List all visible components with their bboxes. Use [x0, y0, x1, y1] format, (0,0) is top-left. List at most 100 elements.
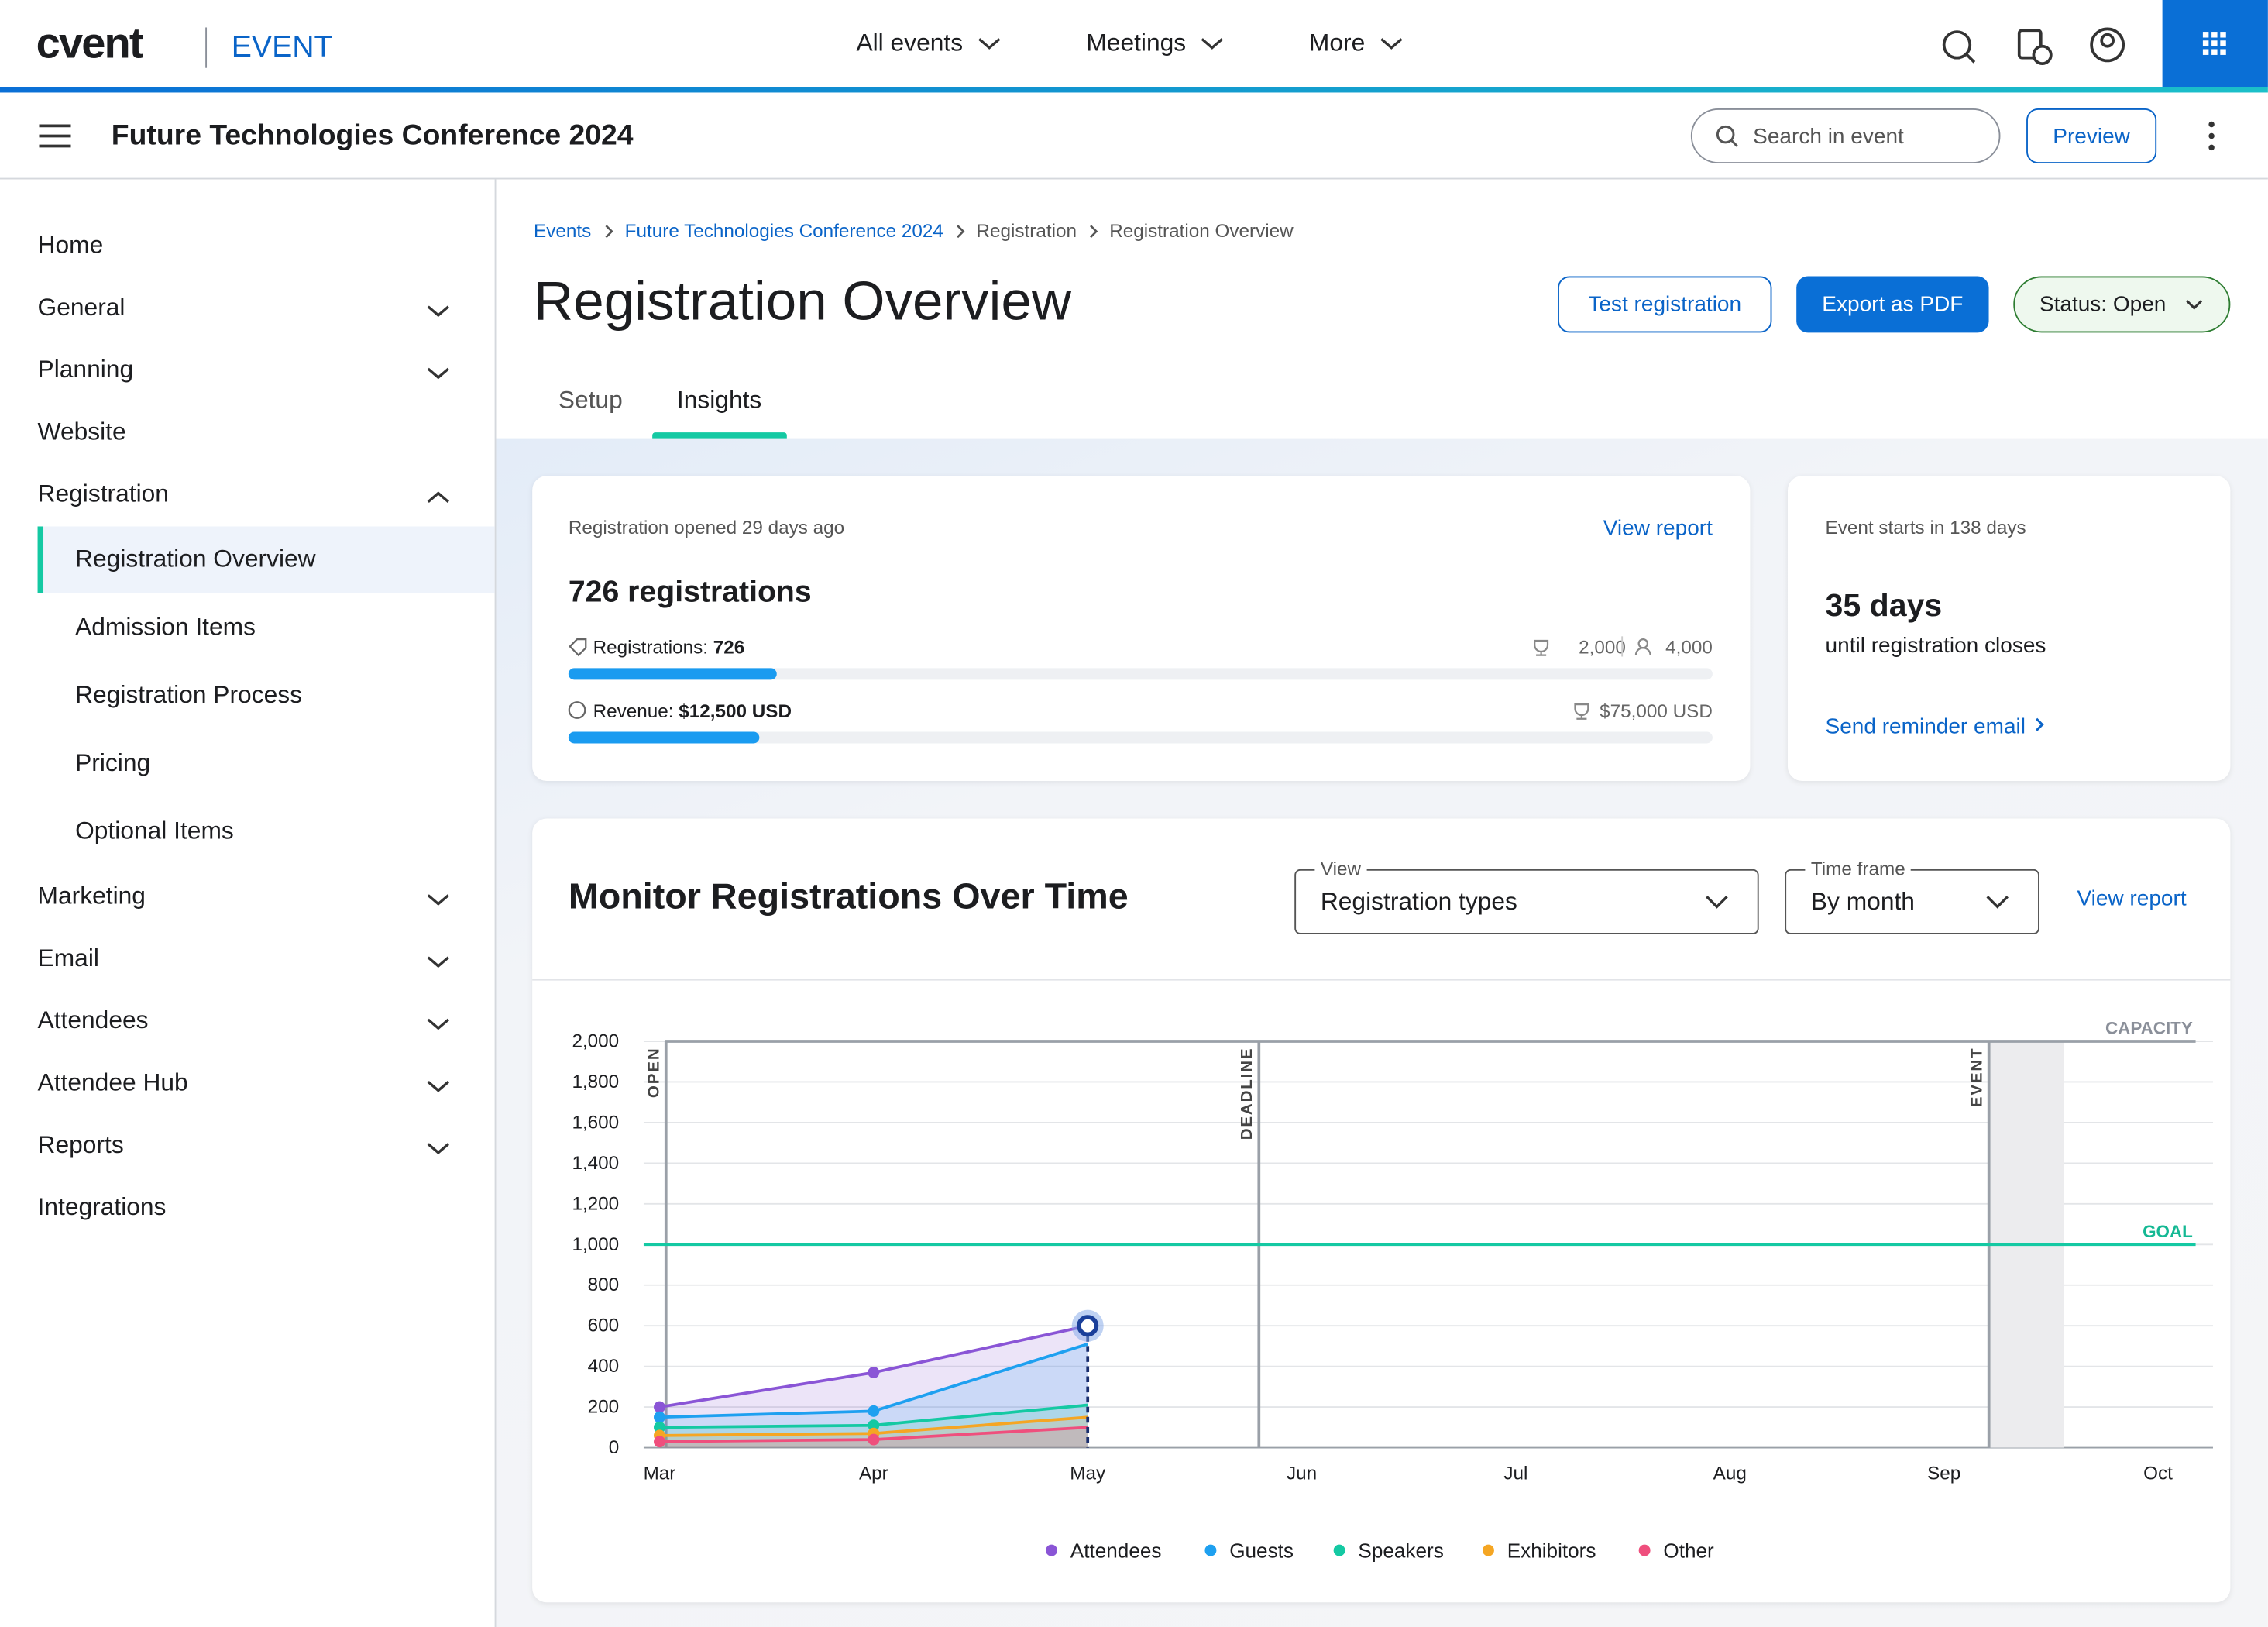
subheader-border [0, 177, 2268, 180]
days-left: 35 days [1825, 586, 1943, 624]
x-tick-label: Mar [644, 1464, 676, 1484]
status-dropdown[interactable]: Status: Open [2013, 276, 2231, 333]
x-tick-label: Oct [2143, 1464, 2173, 1484]
page-title: Registration Overview [534, 271, 1072, 333]
nav-item[interactable]: More [1308, 29, 1366, 57]
x-tick-label: Jun [1287, 1464, 1317, 1484]
nav-item[interactable]: All events [856, 29, 964, 57]
tab[interactable]: Setup [558, 386, 623, 414]
chart-title: Monitor Registrations Over Time [568, 876, 1129, 917]
summary-card [532, 476, 1751, 782]
sidebar-item[interactable]: Pricing [75, 748, 151, 777]
timeframe-select[interactable]: By month [1785, 869, 2039, 934]
view-report-link[interactable]: View report [1603, 516, 1713, 542]
logo[interactable]: cvent [36, 20, 144, 68]
capacity-value: 2,000 [1579, 636, 1626, 659]
y-tick-label: 0 [609, 1437, 620, 1458]
active-indicator [37, 526, 44, 593]
sidebar-item[interactable]: Home [37, 231, 104, 260]
label: Revenue: [593, 700, 674, 722]
y-tick-label: 2,000 [572, 1030, 619, 1051]
sidebar-item[interactable]: Registration Process [75, 681, 302, 709]
data-point [868, 1367, 880, 1378]
event-title: Future Technologies Conference 2024 [111, 119, 634, 153]
nav-item[interactable]: Meetings [1086, 29, 1187, 57]
legend-swatch [1333, 1544, 1345, 1556]
calendar-icon[interactable] [2017, 29, 2043, 60]
series-area [659, 1427, 1088, 1448]
sidebar-item[interactable]: Optional Items [75, 817, 234, 845]
progress-track [568, 731, 1713, 744]
revenue-value: $12,500 USD [679, 700, 792, 722]
preview-button[interactable]: Preview [2026, 108, 2157, 163]
chart-card [532, 818, 2231, 1603]
y-tick-label: 800 [588, 1274, 620, 1295]
x-tick-label: Apr [859, 1464, 888, 1484]
sidebar-item[interactable]: Marketing [37, 882, 146, 910]
sidebar-item[interactable]: Attendees [37, 1006, 149, 1034]
breadcrumb-item[interactable]: Future Technologies Conference 2024 [624, 219, 943, 242]
view-select[interactable]: Registration types [1294, 869, 1759, 934]
apps-button[interactable] [2162, 0, 2268, 88]
view-report-link[interactable]: View report [2077, 886, 2187, 912]
header-icons [1942, 27, 2125, 66]
series-area [659, 1343, 1088, 1448]
button-label: Export as PDF [1822, 292, 1964, 317]
sidebar-item[interactable]: Registration Overview [75, 545, 316, 573]
search-icon[interactable] [1942, 30, 1972, 60]
legend-label: Other [1663, 1539, 1714, 1562]
breadcrumb-item[interactable]: Events [534, 219, 592, 242]
opened-text: Registration opened 29 days ago [568, 516, 845, 538]
label: Registrations: [593, 636, 709, 659]
reminder-link[interactable]: Send reminder email [1826, 714, 2046, 739]
card-divider [532, 979, 2231, 981]
sidebar-item[interactable]: Planning [37, 356, 134, 384]
legend-swatch [1046, 1544, 1057, 1556]
test-registration-button[interactable]: Test registration [1558, 276, 1772, 333]
sidebar-border [494, 179, 497, 1627]
more-icon[interactable] [2201, 119, 2222, 157]
data-point [654, 1401, 665, 1413]
revenue-goal: $75,000 USD [1600, 700, 1713, 722]
y-tick-label: 1,200 [572, 1193, 619, 1214]
event-starts: Event starts in 138 days [1825, 516, 2026, 538]
search-input[interactable]: Search in event [1690, 108, 2001, 163]
sidebar-item[interactable]: Integrations [37, 1193, 167, 1221]
x-tick-label: Aug [1713, 1464, 1747, 1484]
days-sub: until registration closes [1825, 633, 2046, 659]
data-point [654, 1436, 665, 1448]
search-icon [1716, 125, 1738, 147]
top-bar [0, 0, 2268, 88]
active-highlight [37, 526, 495, 593]
revenue-line: Revenue: $12,500 USD [593, 700, 792, 721]
sidebar-item[interactable]: Website [37, 418, 126, 445]
sidebar-item[interactable]: Admission Items [75, 613, 256, 641]
sidebar-item[interactable]: Attendee Hub [37, 1068, 188, 1096]
y-tick-label: 200 [588, 1397, 620, 1418]
sidebar-item[interactable]: Registration [37, 480, 169, 508]
y-tick-label: 1,000 [572, 1234, 619, 1255]
y-tick-label: 600 [588, 1316, 620, 1336]
y-tick-label: 1,400 [572, 1153, 619, 1174]
milestone-label: DEADLINE [1238, 1047, 1256, 1140]
data-point [868, 1419, 880, 1432]
goal-label: GOAL [2143, 1222, 2193, 1241]
chevron [427, 1143, 449, 1154]
menu-icon[interactable] [39, 123, 74, 150]
sidebar-item[interactable]: Reports [37, 1130, 124, 1159]
data-point [868, 1433, 880, 1446]
tab-indicator [652, 432, 787, 439]
profile-icon[interactable] [2090, 27, 2125, 63]
export-pdf-button[interactable]: Export as PDF [1796, 276, 1989, 333]
select-value: Registration types [1320, 887, 1517, 915]
chevron [427, 367, 449, 380]
legend-swatch [1204, 1544, 1217, 1556]
sidebar-item[interactable]: Email [37, 944, 99, 972]
registrations-line: Registrations: 726 [593, 636, 745, 658]
tab[interactable]: Insights [676, 386, 762, 414]
sidebar-item[interactable]: General [37, 293, 125, 322]
legend-label: Exhibitors [1507, 1539, 1596, 1562]
x-tick-label: Sep [1927, 1464, 1960, 1484]
